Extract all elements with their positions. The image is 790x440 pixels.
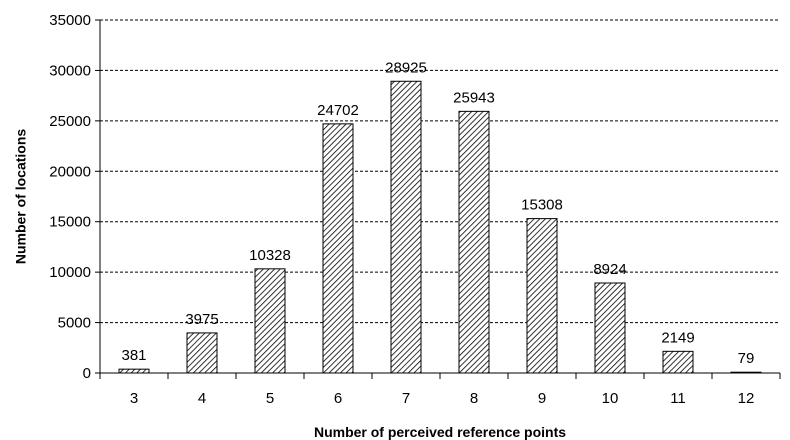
x-tick-label: 5: [266, 390, 274, 407]
bar: [255, 269, 285, 373]
data-label: 381: [121, 347, 146, 364]
gridlines: [100, 20, 780, 323]
data-label: 3975: [185, 311, 218, 328]
y-tick-label: 15000: [49, 214, 91, 231]
y-tick-label: 0: [83, 365, 91, 382]
bar: [527, 219, 557, 373]
y-tick-labels: 0 5000 10000 15000 20000 25000 30000 35000: [49, 12, 91, 382]
data-label: 8924: [593, 261, 626, 278]
y-tick-label: 30000: [49, 62, 91, 79]
x-tick-label: 8: [470, 390, 478, 407]
data-label: 10328: [249, 247, 291, 264]
x-tick-label: 7: [402, 390, 410, 407]
data-label: 25943: [453, 89, 495, 106]
data-label: 28925: [385, 59, 427, 76]
x-tick-label: 3: [130, 390, 138, 407]
bar: [595, 283, 625, 373]
y-tick-label: 10000: [49, 264, 91, 281]
y-tick-label: 35000: [49, 12, 91, 29]
bar: [459, 111, 489, 373]
x-tick-label: 12: [738, 390, 755, 407]
bar: [323, 124, 353, 373]
x-tick-label: 6: [334, 390, 342, 407]
bar: [663, 351, 693, 373]
data-label: 2149: [661, 329, 694, 346]
x-axis-title: Number of perceived reference points: [314, 424, 566, 440]
data-label: 24702: [317, 102, 359, 119]
y-tick-label: 5000: [58, 315, 91, 332]
bar: [119, 369, 149, 373]
y-axis-title: Number of locations: [13, 129, 29, 265]
x-tick-label: 11: [670, 390, 686, 407]
bar: [391, 81, 421, 373]
x-tick-label: 10: [602, 390, 619, 407]
y-tick-label: 20000: [49, 163, 91, 180]
y-tick-label: 25000: [49, 113, 91, 130]
data-label: 15308: [521, 197, 563, 214]
data-labels: 381 3975 10328 24702 28925 25943 15308 8924 2149…: [121, 59, 754, 367]
x-tick-label: 9: [538, 390, 546, 407]
x-tick-label: 4: [198, 390, 206, 407]
bar: [187, 333, 217, 373]
x-tick-labels: 3 4 5 6 7 8 9 10 11 12: [130, 390, 755, 407]
data-label: 79: [738, 350, 755, 367]
